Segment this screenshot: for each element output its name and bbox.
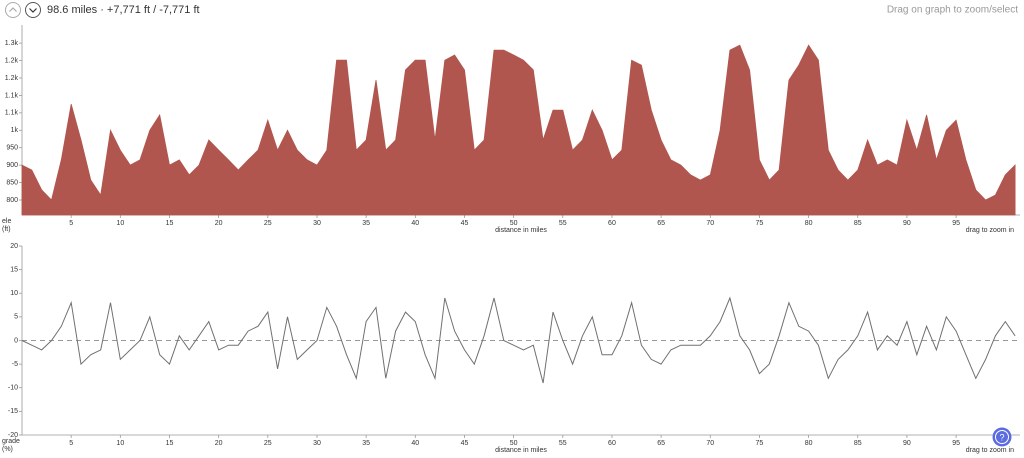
help-button[interactable]: ? [992, 427, 1012, 447]
y-tick-label: -10 [8, 385, 18, 392]
y-tick-label: 950 [6, 145, 18, 152]
zoom-note: drag to zoom in [966, 227, 1014, 234]
y-tick-label: 800 [6, 197, 18, 204]
x-tick-label: 30 [313, 220, 321, 227]
zoom-note: drag to zoom in [966, 447, 1014, 454]
y-tick-label: 1k [11, 127, 19, 134]
x-tick-label: 55 [559, 440, 567, 447]
x-tick-label: 85 [854, 220, 862, 227]
y-tick-label: 5 [14, 314, 18, 321]
x-tick-label: 25 [264, 220, 272, 227]
x-tick-label: 60 [608, 220, 616, 227]
chart-line: -20 -15 -10 -5 0 5 10 15 20 5 10 15 20 25 30 35 40 45 50 55… [2, 243, 1020, 454]
x-tick-label: 30 [313, 440, 321, 447]
x-tick-label: 35 [362, 220, 370, 227]
zoom-hint: Drag on graph to zoom/select [887, 5, 1018, 16]
x-tick-label: 40 [411, 440, 419, 447]
y-axis-title: (ft) [2, 226, 11, 233]
x-tick-label: 5 [69, 440, 73, 447]
x-tick-label: 15 [166, 440, 174, 447]
y-tick-label: -5 [12, 361, 18, 368]
x-tick-label: 55 [559, 220, 567, 227]
x-tick-label: 20 [215, 440, 223, 447]
x-tick-label: 65 [657, 220, 665, 227]
x-tick-label: 90 [903, 440, 911, 447]
y-axis-title: ele [2, 218, 11, 225]
chevron-up[interactable] [9, 7, 17, 12]
y-tick-label: 1.1k [5, 92, 19, 99]
x-tick-label: 90 [903, 220, 911, 227]
x-tick-label: 40 [411, 220, 419, 227]
y-tick-label: 20 [10, 243, 18, 250]
y-tick-label: 1.2k [5, 75, 19, 82]
x-tick-label: 20 [215, 220, 223, 227]
y-tick-label: -15 [8, 408, 18, 415]
x-tick-label: 75 [756, 220, 764, 227]
y-tick-label: 1.1k [5, 110, 19, 117]
button-circle[interactable] [25, 2, 41, 18]
x-tick-label: 80 [805, 220, 813, 227]
button-circle[interactable] [5, 2, 21, 18]
x-tick-label: 15 [166, 220, 174, 227]
x-tick-label: 35 [362, 440, 370, 447]
y-tick-label: 0 [14, 337, 18, 344]
x-tick-label: 65 [657, 440, 665, 447]
x-tick-label: 70 [706, 220, 714, 227]
x-tick-label: 50 [510, 220, 518, 227]
x-tick-label: 80 [805, 440, 813, 447]
x-tick-label: 45 [461, 440, 469, 447]
chevron-down[interactable] [29, 8, 37, 13]
y-axis-title: grade [2, 438, 20, 445]
x-tick-label: 10 [116, 220, 124, 227]
y-tick-label: 900 [6, 162, 18, 169]
y-tick-label: 15 [10, 266, 18, 273]
grade-line [21, 296, 1016, 384]
x-tick-label: 50 [510, 440, 518, 447]
x-tick-label: 25 [264, 440, 272, 447]
y-tick-label: 850 [6, 179, 18, 186]
x-tick-label: 95 [952, 220, 960, 227]
y-axis-title: (%) [2, 446, 13, 453]
collapse-button[interactable] [5, 2, 21, 18]
y-tick-label: -20 [8, 432, 18, 439]
elevation-area [21, 44, 1016, 216]
expand-button[interactable] [25, 2, 41, 18]
help-ring[interactable] [995, 430, 1009, 444]
x-tick-label: 60 [608, 440, 616, 447]
route-summary: 98.6 miles · +7,771 ft / -7,771 ft [47, 4, 200, 16]
chart-area: 800 850 900 950 1k 1.1k 1.1k 1.2k 1.2k 1.3k 5 10 15 2… [2, 25, 1020, 234]
x-tick-label: 85 [854, 440, 862, 447]
x-tick-label: 75 [756, 440, 764, 447]
x-axis-title: distance in miles [495, 447, 547, 454]
y-tick-label: 1.2k [5, 57, 19, 64]
help-label[interactable]: ? [999, 432, 1004, 442]
x-tick-label: 95 [952, 440, 960, 447]
y-tick-label: 10 [10, 290, 18, 297]
x-axis-title: distance in miles [495, 227, 547, 234]
y-tick-label: 1.3k [5, 40, 19, 47]
x-tick-label: 5 [69, 220, 73, 227]
x-tick-label: 45 [461, 220, 469, 227]
x-tick-label: 70 [706, 440, 714, 447]
x-tick-label: 10 [116, 440, 124, 447]
